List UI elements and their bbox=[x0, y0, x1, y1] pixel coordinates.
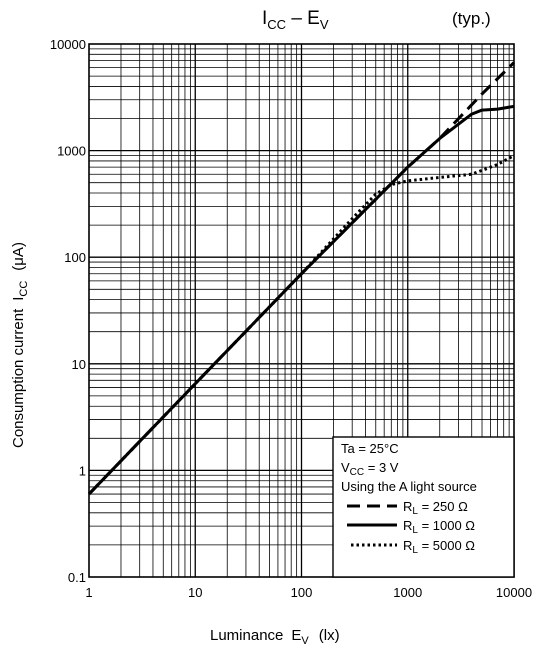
x-tick-label: 1000 bbox=[393, 585, 422, 600]
plot-frame bbox=[88, 43, 515, 578]
legend-source: Using the A light source bbox=[341, 479, 477, 494]
legend-label-250: RL = 250 Ω bbox=[403, 499, 468, 517]
legend-label-5000: RL = 5000 Ω bbox=[403, 538, 475, 556]
legend-ta: Ta = 25°C bbox=[341, 441, 399, 456]
chart-title-note: (typ.) bbox=[452, 9, 491, 28]
y-tick-label: 10 bbox=[72, 357, 86, 372]
x-tick-label: 100 bbox=[291, 585, 313, 600]
y-tick-label: 1 bbox=[79, 463, 86, 478]
x-axis-label: Luminance EV (lx) bbox=[210, 627, 340, 647]
y-tick-label: 10000 bbox=[50, 37, 86, 52]
series-line-2 bbox=[87, 154, 515, 496]
y-tick-labels: 0.1 1 10 100 1000 10000 bbox=[50, 37, 86, 585]
x-tick-labels: 1 10 100 1000 10000 bbox=[85, 585, 532, 600]
y-tick-label: 0.1 bbox=[68, 570, 86, 585]
series-line-0 bbox=[87, 61, 516, 496]
legend: Ta = 25°C VCC = 3 V Using the A light so… bbox=[332, 436, 515, 578]
y-axis-label: Consumption currentICC(μA) bbox=[10, 242, 30, 448]
legend-box bbox=[332, 436, 515, 578]
y-tick-label: 1000 bbox=[57, 144, 86, 159]
legend-label-1000: RL = 1000 Ω bbox=[403, 518, 475, 536]
x-tick-label: 10 bbox=[188, 585, 202, 600]
x-tick-label: 10000 bbox=[496, 585, 532, 600]
legend-vcc: VCC = 3 V bbox=[341, 460, 399, 478]
chart-title: ICC – EV bbox=[262, 8, 329, 32]
series-group bbox=[87, 61, 516, 496]
x-tick-label: 1 bbox=[85, 585, 92, 600]
y-tick-label: 100 bbox=[64, 250, 86, 265]
